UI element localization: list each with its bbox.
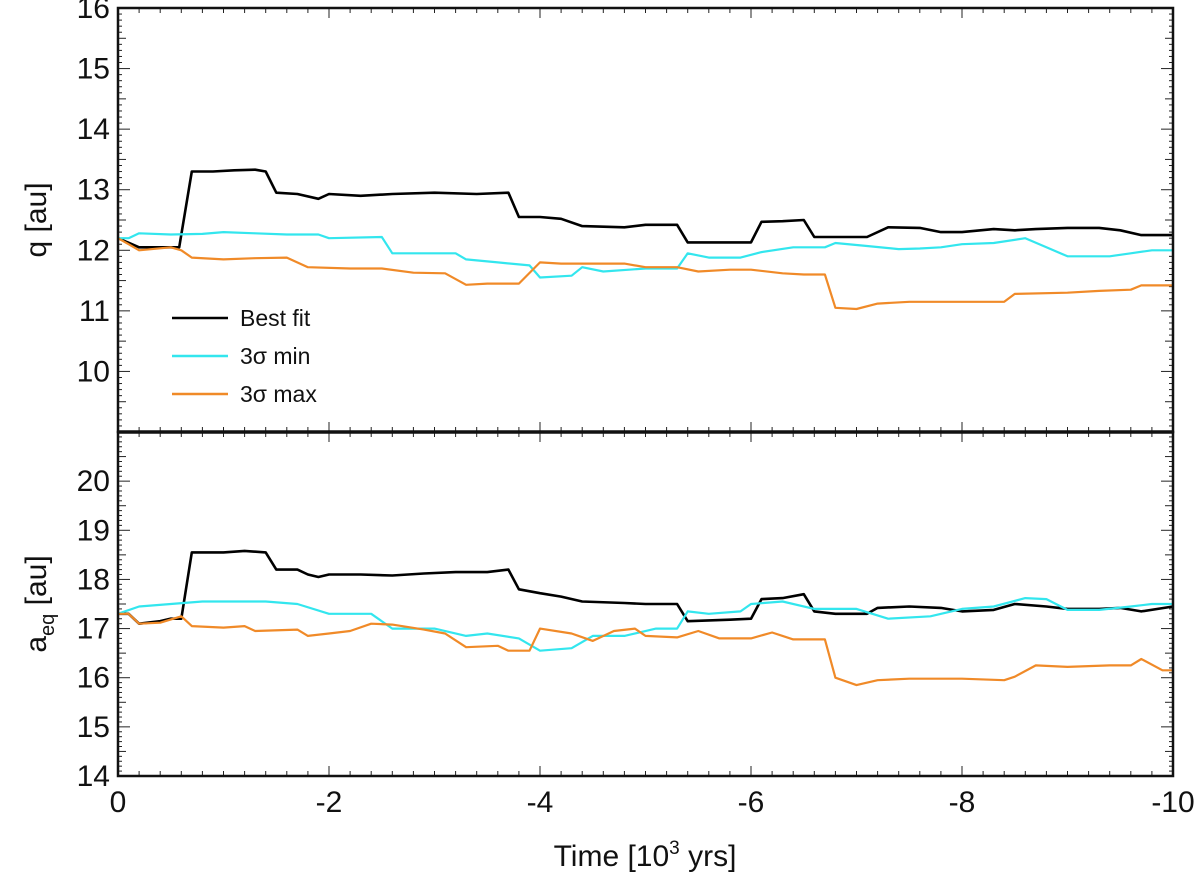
y-tick-label: 15 — [77, 711, 110, 744]
legend-label: 3σ min — [240, 343, 310, 369]
legend: Best fit 3σ min 3σ max — [172, 305, 317, 407]
y-tick-label: 14 — [77, 113, 110, 146]
y-tick-label: 18 — [77, 563, 110, 596]
y-tick-label: 16 — [77, 0, 110, 25]
x-tick-label: -6 — [738, 786, 765, 819]
y-tick-label: 17 — [77, 613, 110, 646]
x-tick-label: -2 — [316, 786, 343, 819]
legend-label: Best fit — [240, 305, 311, 331]
y-axis-label-bottom: aeq [au] — [20, 555, 59, 652]
x-tick-label: -10 — [1151, 786, 1194, 819]
y-tick-label: 14 — [77, 760, 110, 793]
y-tick-label: 12 — [77, 234, 110, 267]
y-tick-label: 13 — [77, 174, 110, 207]
y-tick-label: 19 — [77, 514, 110, 547]
x-tick-label: -8 — [949, 786, 976, 819]
series-line-top-3σ-min — [118, 231, 1173, 279]
x-axis-label: Time [103 yrs] — [554, 838, 737, 873]
y-tick-label: 16 — [77, 662, 110, 695]
y-tick-label: 10 — [77, 355, 110, 388]
series-line-top-3σ-max — [117, 237, 1173, 311]
panel-bottom: 14 15 16 17 18 19 20 — [77, 430, 1175, 793]
y-tick-label: 15 — [77, 53, 110, 86]
series-line-bottom-3σ-min — [117, 596, 1173, 652]
legend-label: 3σ max — [240, 381, 317, 407]
x-tick-label: 0 — [110, 786, 127, 819]
x-tick-label: -4 — [527, 786, 554, 819]
series-line-bottom-best-fit — [118, 549, 1174, 626]
series-line-bottom-3σ-max — [118, 612, 1173, 687]
y-tick-label: 20 — [77, 465, 110, 498]
series-line-top-best-fit — [117, 168, 1173, 249]
y-tick-label: 11 — [79, 295, 110, 328]
y-axis-label-top: q [au] — [20, 182, 53, 257]
